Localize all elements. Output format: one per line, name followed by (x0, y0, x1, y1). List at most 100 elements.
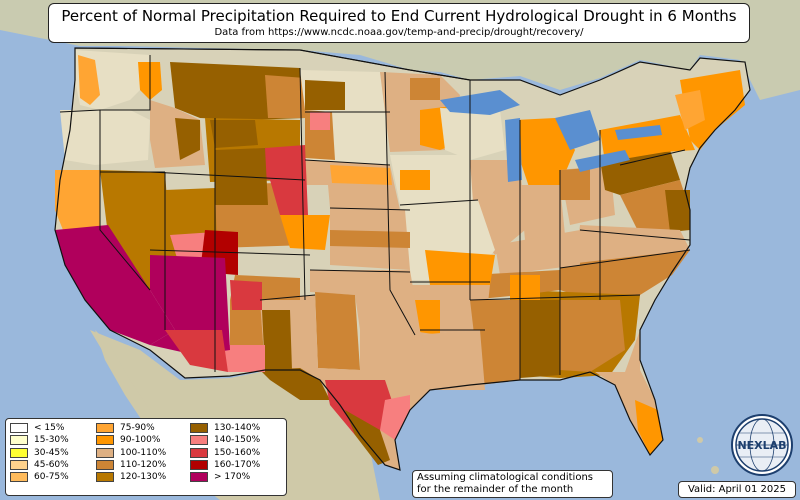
region-oh-w (560, 168, 590, 200)
map-title: Percent of Normal Precipitation Required… (61, 7, 737, 25)
region-ok-w (315, 292, 360, 370)
legend-column-2: 75-90% 90-100% 100-110% 110-120% 120-130% (96, 422, 166, 483)
legend-swatch (10, 447, 28, 458)
legend-item: 100-110% (96, 447, 166, 459)
legend-item: 90-100% (96, 434, 166, 446)
region-tn-w (510, 275, 540, 300)
region-mn-n (410, 78, 440, 100)
legend-label: > 170% (214, 472, 251, 483)
region-ia (390, 155, 478, 205)
lake-huron (555, 110, 600, 150)
legend-swatch (96, 423, 114, 433)
region-id-c (175, 118, 200, 160)
legend-swatch (10, 472, 28, 483)
legend-item: 130-140% (190, 422, 260, 434)
note-line-2: for the remainder of the month (417, 484, 574, 495)
lake-erie (575, 150, 630, 172)
region-ga (560, 300, 625, 372)
us-outline (54, 47, 751, 471)
lake-superior (440, 90, 520, 115)
region-nc (560, 250, 690, 300)
legend-label: 130-140% (214, 423, 261, 433)
legend-label: 120-130% (120, 472, 167, 483)
region-wa-coast (78, 55, 100, 105)
region-tx-coast (380, 395, 410, 440)
region-ca (55, 225, 175, 345)
region-ne-england (680, 70, 745, 150)
legend-label: 160-170% (214, 459, 261, 470)
region-wy-nw (210, 120, 258, 148)
legend-label: 60-75% (34, 472, 69, 483)
legend-item: 15-30% (10, 434, 69, 446)
region-in (520, 185, 565, 240)
legend-swatch (190, 447, 208, 458)
island (697, 437, 703, 443)
logo-graphic: NEXLAB (735, 418, 789, 472)
region-ca-n (55, 170, 100, 235)
region-tx-rio (345, 410, 390, 465)
region-wi (440, 108, 505, 160)
region-ia-n (400, 170, 430, 190)
region-ne-n (330, 165, 392, 185)
region-ky (495, 230, 580, 275)
legend-swatch (10, 423, 28, 433)
region-nm-c (262, 310, 292, 370)
legend-swatch (96, 435, 114, 446)
legend-label: 15-30% (34, 435, 69, 446)
legend-label: 90-100% (120, 435, 161, 446)
legend: < 15% 15-30% 30-45% 45-60% 60-75% 75-90% 90-1… (5, 418, 287, 496)
legend-item: 60-75% (10, 471, 69, 483)
region-ks-n (330, 230, 410, 248)
title-box: Percent of Normal Precipitation Required… (48, 3, 750, 43)
legend-label: 100-110% (120, 447, 167, 458)
legend-swatch (10, 435, 28, 446)
region-tx-s (325, 380, 395, 435)
region-nm-pink (222, 345, 265, 372)
legend-swatch (190, 423, 208, 433)
legend-swatch (190, 472, 208, 483)
island (711, 466, 719, 474)
region-la (415, 330, 485, 390)
legend-item: 120-130% (96, 471, 166, 483)
baja-land (95, 330, 160, 430)
region-al (520, 300, 560, 378)
legend-label: 140-150% (214, 435, 261, 446)
region-az-s (165, 330, 228, 372)
region-mt-se (265, 75, 305, 118)
legend-label: 75-90% (120, 423, 155, 433)
logo-text: NEXLAB (737, 439, 786, 452)
legend-item: 140-150% (190, 434, 260, 446)
legend-item: 30-45% (10, 447, 69, 459)
note-box: Assuming climatological conditions for t… (412, 470, 613, 498)
region-md (665, 190, 690, 232)
globe-logo-icon: NEXLAB (731, 414, 793, 476)
legend-swatch (96, 447, 114, 458)
legend-swatch (190, 435, 208, 446)
region-sd-red (310, 112, 330, 130)
region-mo-s (425, 250, 495, 285)
lake-ontario (615, 125, 662, 140)
legend-label: 45-60% (34, 459, 69, 470)
legend-item: < 15% (10, 422, 69, 434)
region-or (60, 110, 150, 165)
valid-date: Valid: April 01 2025 (678, 481, 796, 498)
lake-michigan (505, 118, 522, 182)
region-ok (310, 270, 420, 330)
legend-swatch (96, 459, 114, 470)
region-fl-s (635, 400, 663, 455)
region-co-e (280, 215, 330, 250)
legend-label: 150-160% (214, 447, 261, 458)
legend-item: 160-170% (190, 459, 260, 471)
legend-column-1: < 15% 15-30% 30-45% 45-60% 60-75% (10, 422, 69, 483)
legend-item: 75-90% (96, 422, 166, 434)
legend-item: 45-60% (10, 459, 69, 471)
map-subtitle: Data from https://www.ncdc.noaa.gov/temp… (214, 27, 584, 38)
legend-item: 110-120% (96, 459, 166, 471)
legend-swatch (10, 459, 28, 470)
legend-swatch (190, 459, 208, 470)
legend-label: 110-120% (120, 459, 167, 470)
legend-label: < 15% (34, 423, 65, 433)
note-line-1: Assuming climatological conditions (417, 472, 593, 483)
legend-swatch (96, 472, 114, 483)
